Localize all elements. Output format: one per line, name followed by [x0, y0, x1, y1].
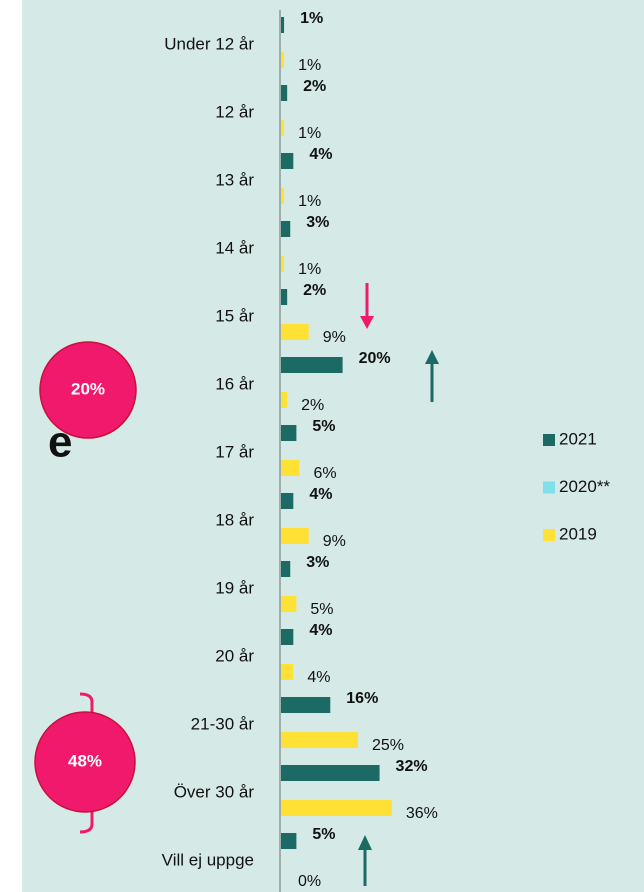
- bar: [281, 833, 297, 849]
- value-label: 36%: [406, 805, 438, 822]
- value-label: 5%: [310, 601, 333, 618]
- bar: [281, 289, 288, 305]
- bar: [281, 153, 294, 169]
- bar: [281, 256, 285, 272]
- arrow-down: [360, 283, 374, 329]
- value-label: 4%: [309, 486, 332, 503]
- annotation-label: 20%: [71, 379, 105, 398]
- value-label: 20%: [359, 350, 391, 367]
- value-label: 1%: [298, 57, 321, 74]
- annotation-circle: [39, 341, 137, 439]
- value-label: 4%: [309, 622, 332, 639]
- bar: [281, 460, 300, 476]
- arrow-up: [425, 350, 439, 402]
- value-label: 2%: [301, 397, 324, 414]
- bar: [281, 561, 291, 577]
- bar: [281, 188, 285, 204]
- value-label: 4%: [307, 669, 330, 686]
- category-label: 18 år: [215, 510, 254, 529]
- bar: [281, 629, 294, 645]
- bar: [281, 765, 380, 781]
- category-label: 21-30 år: [191, 714, 255, 733]
- bar: [281, 664, 294, 680]
- value-label: 4%: [309, 146, 332, 163]
- legend-label: 2021: [559, 429, 597, 448]
- category-label: 19 år: [215, 578, 254, 597]
- value-label: 2%: [303, 282, 326, 299]
- bar: [281, 528, 309, 544]
- bar: [281, 17, 285, 33]
- legend-label: 2020**: [559, 477, 610, 496]
- legend-swatch: [543, 529, 555, 541]
- value-label: 1%: [298, 193, 321, 210]
- value-label: 3%: [306, 214, 329, 231]
- legend-label: 2019: [559, 524, 597, 543]
- value-label: 5%: [312, 418, 335, 435]
- bar: [281, 425, 297, 441]
- category-label: 15 år: [215, 306, 254, 325]
- category-label: 13 år: [215, 170, 254, 189]
- legend-swatch: [543, 434, 555, 446]
- bar: [281, 221, 291, 237]
- value-label: 2%: [303, 78, 326, 95]
- category-label: 20 år: [215, 646, 254, 665]
- value-label: 16%: [346, 690, 378, 707]
- value-label: 1%: [298, 125, 321, 142]
- value-label: 0%: [298, 873, 321, 890]
- value-label: 25%: [372, 737, 404, 754]
- legend-swatch: [543, 481, 555, 494]
- bar: [281, 357, 343, 373]
- value-label: 5%: [312, 826, 335, 843]
- value-label: 1%: [298, 261, 321, 278]
- category-label: Vill ej uppge: [162, 850, 254, 869]
- bar: [281, 732, 358, 748]
- category-label: 16 år: [215, 374, 254, 393]
- category-label: 17 år: [215, 442, 254, 461]
- bar: [281, 392, 288, 408]
- annotation-label: 48%: [68, 751, 102, 770]
- value-label: 9%: [323, 533, 346, 550]
- bar: [281, 85, 288, 101]
- value-label: 32%: [396, 758, 428, 775]
- category-label: 14 år: [215, 238, 254, 257]
- category-label: Över 30 år: [174, 782, 255, 801]
- bar: [281, 324, 309, 340]
- arrow-up: [358, 835, 372, 886]
- value-label: 3%: [306, 554, 329, 571]
- value-label: 1%: [300, 10, 323, 27]
- category-label: 12 år: [215, 102, 254, 121]
- value-label: 9%: [323, 329, 346, 346]
- bar: [281, 697, 331, 713]
- bar: [281, 800, 392, 816]
- annotation-circle: [34, 711, 136, 813]
- bar: [281, 52, 285, 68]
- bar: [281, 120, 285, 136]
- value-label: 6%: [313, 465, 336, 482]
- bar: [281, 493, 294, 509]
- category-label: Under 12 år: [164, 34, 254, 53]
- bar: [281, 596, 297, 612]
